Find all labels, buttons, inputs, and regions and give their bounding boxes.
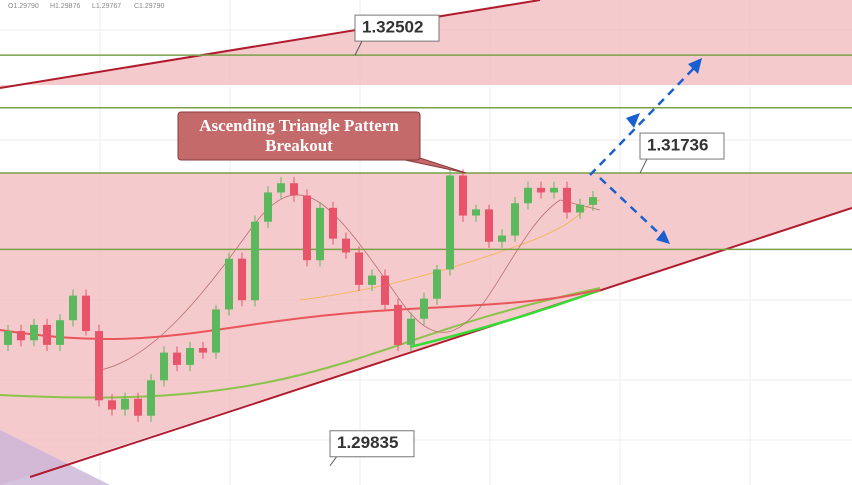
candle-body [511, 203, 519, 236]
candles [4, 169, 597, 422]
candle-body [329, 207, 337, 239]
candle-body [225, 258, 233, 310]
candle-body [485, 209, 493, 242]
price-label: 1.31736 [647, 136, 708, 155]
candle-body [69, 295, 77, 321]
candle-body [290, 183, 298, 196]
candle-body [173, 352, 181, 365]
candle-body [498, 235, 506, 242]
triangle-zone [0, 173, 852, 485]
candle-body [563, 187, 571, 213]
price-label-box [354, 14, 440, 42]
candle-body [121, 398, 129, 410]
moving-average-fast [299, 199, 601, 301]
candle-body [407, 318, 415, 345]
candle-body [394, 304, 402, 345]
ohlc-header: O1.29790 H1.29876 L1.29767 C1.29790 [8, 3, 164, 10]
ohlc-value: H1.29876 [50, 3, 80, 10]
candle-body [576, 204, 584, 213]
ohlc-value: O1.29790 [8, 3, 39, 10]
candle-body [537, 187, 545, 193]
candle-body [264, 192, 272, 222]
candle-body [446, 175, 454, 270]
candle-body [238, 258, 246, 301]
moving-average-thin [99, 194, 601, 371]
candle-body [212, 309, 220, 353]
candle-body [186, 347, 194, 365]
candle-body [381, 275, 389, 305]
candle-body [134, 398, 142, 416]
candle-body [82, 295, 90, 332]
ohlc-value: C1.29790 [134, 3, 164, 10]
candle-body [342, 238, 350, 253]
candle-body [4, 331, 12, 345]
candle-body [303, 195, 311, 261]
candle-body [472, 209, 480, 216]
candle-body [524, 187, 532, 204]
candle-body [277, 183, 285, 193]
price-label-box [329, 430, 415, 458]
moving-average-mid [0, 289, 601, 341]
candle-body [368, 275, 376, 285]
candle-body [550, 187, 558, 193]
label-pointer [639, 156, 649, 174]
candle-body [355, 252, 363, 285]
upper-trendline [0, 0, 541, 89]
candle-body [30, 324, 38, 341]
candle-body [160, 352, 168, 381]
candle-body [199, 347, 207, 353]
candle-body [56, 320, 64, 345]
annotation-line: Breakout [265, 136, 333, 155]
annotation-line: Ascending Triangle Pattern [199, 116, 399, 135]
ohlc-value: L1.29767 [92, 3, 121, 10]
candle-body [420, 298, 428, 319]
price-label: 1.29835 [337, 433, 398, 452]
annotation: Ascending Triangle Pattern Breakout [177, 111, 467, 174]
label-pointer [354, 38, 364, 56]
support-highlight [409, 288, 601, 349]
candle-body [147, 380, 155, 416]
candle-body [316, 207, 324, 261]
candle-body [43, 324, 51, 345]
candle-body [459, 175, 467, 216]
candle-body [251, 221, 259, 301]
candle-body [95, 331, 103, 401]
upper-zone [0, 0, 852, 88]
lower-left-zone [0, 430, 110, 485]
breakout-arrows [589, 63, 699, 241]
levels: 1.32502 1.31736 1.29835 [0, 14, 852, 467]
price-label-box [639, 132, 725, 160]
arrow-heads [626, 58, 702, 244]
moving-average-slow [0, 287, 601, 399]
candle-body [589, 197, 597, 205]
price-label: 1.32502 [362, 18, 423, 37]
candle-body [108, 400, 116, 410]
candle-body [17, 331, 25, 341]
candle-body [433, 269, 441, 299]
support-trendline [29, 207, 852, 478]
